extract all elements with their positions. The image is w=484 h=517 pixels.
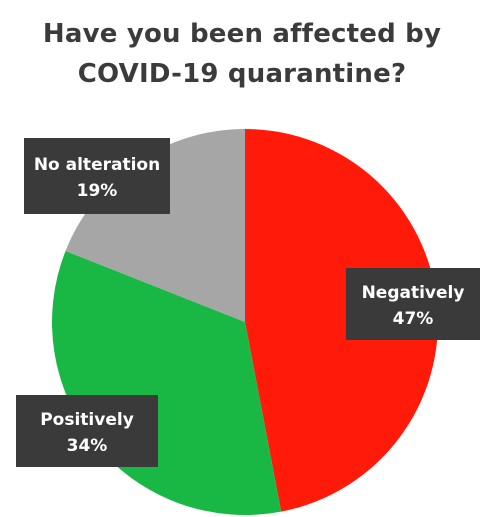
data-label-box bbox=[16, 395, 158, 467]
pie-slice-negatively bbox=[245, 129, 438, 512]
data-label-category: No alteration bbox=[34, 155, 160, 175]
data-label-negatively: Negatively 47% bbox=[346, 268, 480, 340]
data-label-box bbox=[346, 268, 480, 340]
chart-title-line-2: COVID-19 quarantine? bbox=[77, 59, 407, 89]
data-label-category: Negatively bbox=[362, 283, 465, 303]
pie-slice-no-alteration bbox=[65, 128, 245, 322]
pie-data-labels: Negatively 47% Positively 34% No alteration 1… bbox=[16, 138, 480, 467]
data-label-percent: 34% bbox=[67, 436, 108, 456]
chart-title-line-1: Have you been affected by bbox=[42, 19, 442, 49]
data-label-percent: 47% bbox=[393, 309, 434, 329]
data-label-category: Positively bbox=[40, 410, 134, 430]
data-label-positively: Positively 34% bbox=[16, 395, 158, 467]
data-label-no-alteration: No alteration 19% bbox=[24, 138, 170, 214]
data-label-percent: 19% bbox=[77, 181, 118, 201]
data-label-box bbox=[24, 138, 170, 214]
chart-title: Have you been affected by COVID-19 quara… bbox=[0, 14, 484, 94]
